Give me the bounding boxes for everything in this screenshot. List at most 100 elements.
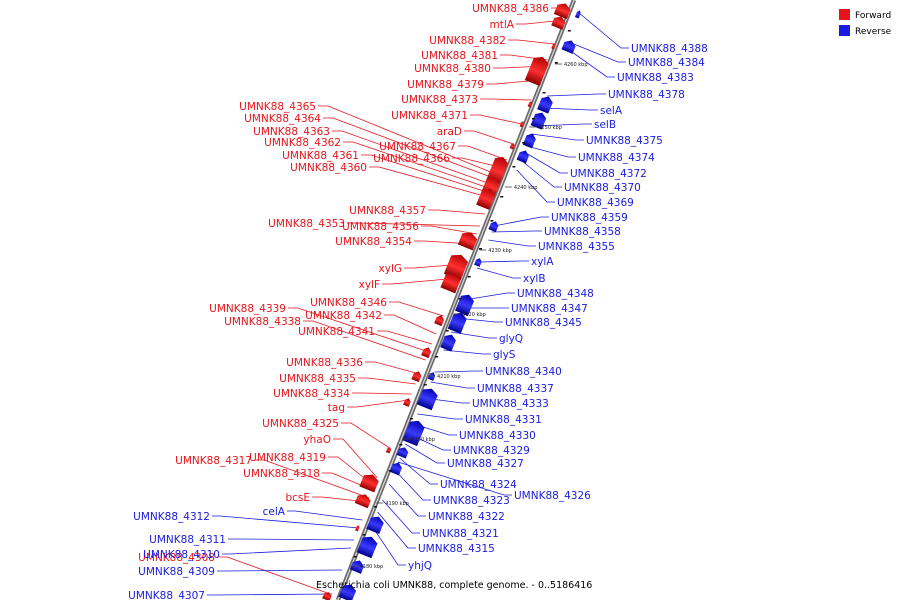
forward-gene-label: UMNK88_4353 (268, 218, 345, 230)
forward-label-connector (343, 141, 495, 191)
forward-gene-label: UMNK88_4319 (249, 452, 326, 464)
tick-label: 4250 kbp (538, 125, 562, 131)
reverse-label-connector (212, 515, 360, 529)
forward-label-connector (452, 157, 504, 169)
reverse-gene-arrow (416, 388, 438, 411)
forward-gene-arrow (476, 188, 496, 210)
forward-gene-label: tag (328, 402, 345, 414)
forward-gene-arrow (551, 43, 556, 50)
forward-gene-label: UMNK88_4373 (401, 94, 478, 106)
gene-features (322, 3, 581, 600)
reverse-label-connector (566, 47, 615, 78)
forward-label-connector (323, 117, 499, 181)
forward-label-connector (486, 79, 540, 85)
feature-mark (362, 534, 366, 536)
forward-gene-label: UMNK88_4367 (379, 141, 456, 153)
reverse-gene-label: UMNK88_4326 (514, 490, 591, 502)
forward-label-connector (332, 130, 497, 187)
forward-gene-arrow (519, 121, 524, 128)
reverse-gene-label: celA (263, 506, 286, 518)
reverse-gene-label: UMNK88_4330 (459, 430, 536, 442)
reverse-gene-arrow (474, 258, 482, 267)
gene-labels: UMNK88_4386mtlAUMNK88_4382UMNK88_4381UMN… (128, 3, 708, 600)
forward-gene-label: xylG (379, 263, 402, 275)
reverse-label-connector (479, 260, 529, 263)
forward-gene-label: UMNK88_4361 (282, 150, 359, 162)
label-connectors (207, 7, 629, 596)
forward-gene-label: araD (437, 126, 462, 138)
reverse-gene-label: UMNK88_4345 (505, 317, 582, 329)
forward-gene-label: UMNK88_4382 (429, 35, 506, 47)
forward-label-connector (328, 456, 375, 487)
forward-label-connector (470, 114, 522, 125)
reverse-label-connector (516, 169, 555, 203)
reverse-gene-arrow (396, 447, 409, 459)
tick-label: 4260 kbp (564, 62, 588, 68)
reverse-label-connector (580, 13, 629, 49)
reverse-gene-label: UMNK88_4383 (617, 72, 694, 84)
legend-reverse-swatch (839, 25, 850, 36)
forward-gene-label: UMNK88_4318 (243, 468, 320, 480)
feature-mark (522, 142, 526, 144)
forward-gene-arrow (527, 101, 532, 108)
forward-label-connector (369, 166, 492, 199)
tick-label: 4210 kbp (437, 374, 461, 380)
reverse-gene-arrow (447, 312, 467, 334)
reverse-label-connector (222, 547, 351, 555)
forward-label-connector (312, 496, 368, 503)
forward-label-connector (352, 392, 412, 395)
forward-label-connector (458, 145, 508, 161)
forward-gene-label: UMNK88_4357 (349, 205, 426, 217)
legend-reverse-label: Reverse (855, 27, 892, 37)
forward-label-connector (384, 314, 437, 335)
reverse-gene-arrow (537, 96, 553, 114)
reverse-gene-label: UMNK88_4347 (511, 303, 588, 315)
reverse-label-connector (371, 525, 406, 566)
forward-gene-label: UMNK88_4336 (286, 357, 363, 369)
reverse-gene-label: UMNK88_4359 (551, 212, 628, 224)
forward-gene-label: UMNK88_4335 (279, 373, 356, 385)
reverse-label-connector (377, 511, 416, 549)
reverse-label-connector (493, 216, 549, 227)
reverse-label-connector (434, 370, 483, 373)
reverse-gene-label: UMNK88_4370 (564, 182, 641, 194)
feature-mark (458, 298, 462, 300)
forward-gene-arrow (434, 315, 445, 327)
genome-caption: Escherichia coli UMNK88, complete genome… (316, 580, 592, 591)
forward-gene-label: UMNK88_4381 (421, 50, 498, 62)
reverse-gene-arrow (440, 334, 456, 352)
feature-mark (374, 506, 378, 508)
tick-label: 4190 kbp (385, 501, 409, 507)
forward-gene-arrow (524, 57, 549, 86)
forward-gene-arrow (411, 371, 422, 383)
tick-label: 4220 kbp (462, 312, 486, 318)
forward-gene-label: bcsE (285, 492, 310, 504)
reverse-gene-label: UMNK88_4348 (517, 288, 594, 300)
reverse-label-connector (542, 107, 598, 111)
reverse-gene-arrow (530, 112, 547, 130)
forward-gene-label: UMNK88_4371 (391, 110, 468, 122)
reverse-label-connector (228, 538, 355, 541)
forward-label-connector (508, 39, 555, 45)
reverse-gene-arrow (427, 372, 436, 381)
forward-gene-label: UMNK88_4308 (138, 552, 215, 564)
reverse-label-connector (399, 457, 438, 485)
forward-gene-label: UMNK88_4365 (239, 101, 316, 113)
tick-label: 4230 kbp (488, 248, 512, 254)
reverse-label-connector (287, 510, 363, 521)
reverse-gene-arrow (522, 133, 536, 149)
reverse-label-connector (526, 145, 576, 158)
forward-gene-label: UMNK88_4363 (253, 126, 330, 138)
forward-gene-arrow (421, 347, 432, 359)
reverse-gene-label: glyS (493, 349, 516, 361)
genome-backbone (335, 0, 577, 600)
feature-mark (388, 470, 392, 472)
forward-gene-label: UMNK88_4334 (273, 388, 350, 400)
reverse-gene-label: UMNK88_4323 (433, 495, 510, 507)
reverse-gene-label: xylA (531, 256, 554, 268)
tick-label: 4180 kbp (360, 564, 384, 570)
forward-label-connector (217, 556, 331, 595)
forward-gene-arrow (553, 3, 571, 20)
reverse-label-connector (443, 349, 491, 355)
legend-forward-swatch (839, 9, 850, 20)
